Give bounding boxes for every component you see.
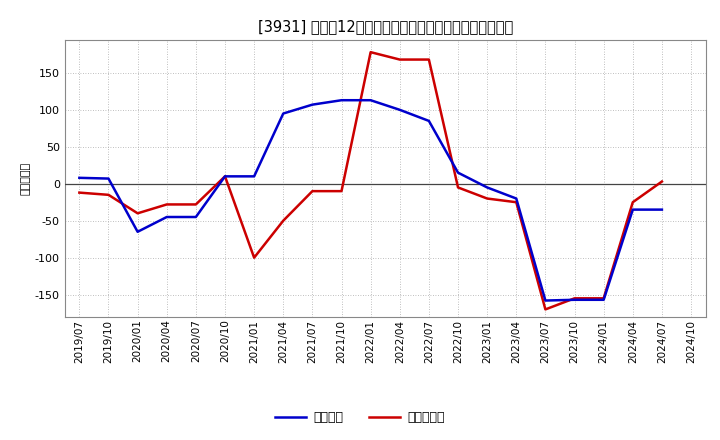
当期純利益 [454, 185, 462, 190]
経常利益 [512, 196, 521, 201]
Title: [3931] 利益の12か月移動合計の対前年同期増減額の推移: [3931] 利益の12か月移動合計の対前年同期増減額の推移 [258, 19, 513, 34]
経常利益 [454, 170, 462, 175]
当期純利益 [657, 179, 666, 184]
経常利益 [250, 174, 258, 179]
当期純利益 [570, 296, 579, 301]
経常利益 [104, 176, 113, 181]
経常利益 [657, 207, 666, 212]
経常利益 [220, 174, 229, 179]
当期純利益 [75, 190, 84, 195]
当期純利益 [192, 202, 200, 207]
経常利益 [337, 98, 346, 103]
経常利益 [308, 102, 317, 107]
経常利益 [366, 98, 375, 103]
経常利益 [483, 185, 492, 190]
当期純利益 [599, 296, 608, 301]
経常利益 [570, 297, 579, 302]
経常利益 [599, 297, 608, 302]
経常利益 [133, 229, 142, 235]
当期純利益 [279, 218, 287, 224]
当期純利益 [512, 200, 521, 205]
当期純利益 [220, 174, 229, 179]
当期純利益 [629, 200, 637, 205]
当期純利益 [308, 188, 317, 194]
Y-axis label: （百万円）: （百万円） [21, 161, 31, 195]
当期純利益 [483, 196, 492, 201]
経常利益 [541, 298, 550, 303]
Line: 当期純利益: 当期純利益 [79, 52, 662, 309]
Line: 経常利益: 経常利益 [79, 100, 662, 301]
当期純利益 [337, 188, 346, 194]
当期純利益 [425, 57, 433, 62]
当期純利益 [541, 307, 550, 312]
経常利益 [279, 111, 287, 116]
当期純利益 [366, 50, 375, 55]
当期純利益 [395, 57, 404, 62]
当期純利益 [104, 192, 113, 198]
経常利益 [75, 175, 84, 180]
当期純利益 [163, 202, 171, 207]
経常利益 [425, 118, 433, 124]
経常利益 [395, 107, 404, 113]
経常利益 [163, 214, 171, 220]
経常利益 [192, 214, 200, 220]
Legend: 経常利益, 当期純利益: 経常利益, 当期純利益 [270, 407, 450, 429]
経常利益 [629, 207, 637, 212]
当期純利益 [133, 211, 142, 216]
当期純利益 [250, 255, 258, 260]
